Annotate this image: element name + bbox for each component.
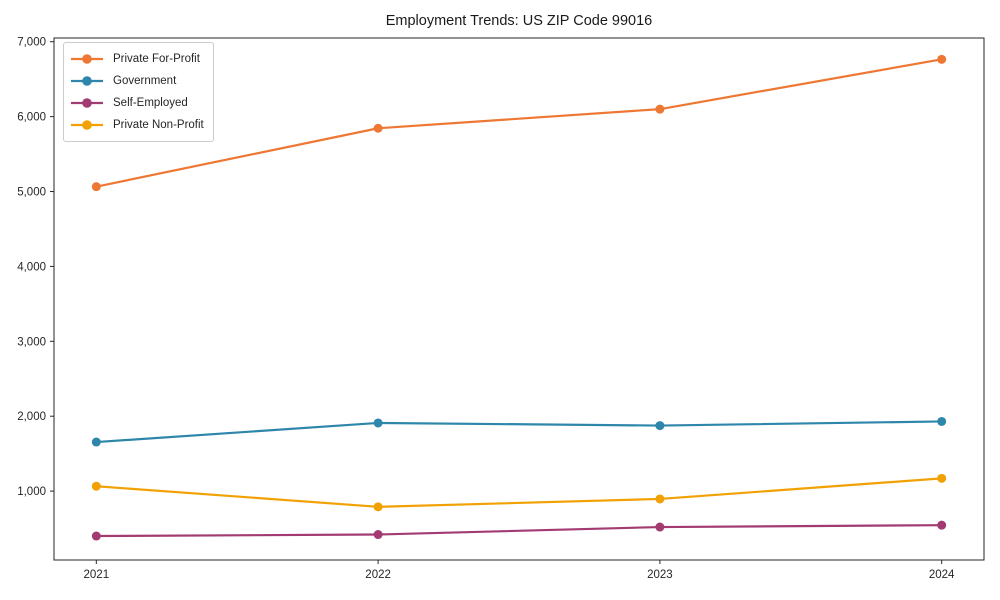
legend-line-marker-icon [71,120,103,130]
y-tick-label: 3,000 [17,336,46,348]
data-point-marker [91,437,101,447]
data-point-marker [91,182,101,192]
legend-item: Private For-Profit [70,48,204,70]
data-point-marker [937,520,947,530]
legend-item-label: Private Non-Profit [113,119,204,131]
legend-item: Self-Employed [70,92,204,114]
y-tick-label: 5,000 [17,187,46,199]
legend-item-label: Private For-Profit [113,53,200,65]
data-point-marker [655,522,665,532]
data-point-marker [655,104,665,114]
legend-line-marker-icon [71,54,103,64]
x-tick-label: 2022 [365,569,391,581]
x-tick-label: 2021 [84,569,110,581]
axes-spines [53,37,985,561]
legend-item: Government [70,70,204,92]
data-point-marker [937,54,947,64]
y-tick-label: 1,000 [17,486,46,498]
x-tick-label: 2024 [929,569,955,581]
data-point-marker [655,421,665,431]
plot-area: 1,000 2,000 3,000 4,000 5,000 6,000 7,000 2021 2… [17,37,985,581]
data-point-marker [655,494,665,504]
data-point-marker [91,531,101,541]
data-point-marker [937,416,947,426]
data-point-marker [937,473,947,483]
y-tick-label: 2,000 [17,411,46,423]
series-line [95,524,943,538]
legend-line-marker-icon [71,98,103,108]
series-line [95,58,943,188]
series-line [95,477,943,508]
legend-item-label: Government [113,75,177,87]
data-point-marker [373,123,383,133]
data-point-marker [91,481,101,491]
y-tick-label: 4,000 [17,261,46,273]
y-tick-label: 7,000 [17,37,46,49]
y-tick-label: 6,000 [17,112,46,124]
legend-item-label: Self-Employed [113,97,188,109]
chart-legend: Private For-Profit Government Self-Employe… [63,42,214,142]
x-tick-label: 2023 [647,569,673,581]
data-point-marker [373,418,383,428]
legend-line-marker-icon [71,76,103,86]
data-point-marker [373,502,383,512]
series-line [95,420,943,444]
chart-title: Employment Trends: US ZIP Code 99016 [386,13,653,29]
legend-item: Private Non-Profit [70,114,204,136]
data-point-marker [373,530,383,540]
